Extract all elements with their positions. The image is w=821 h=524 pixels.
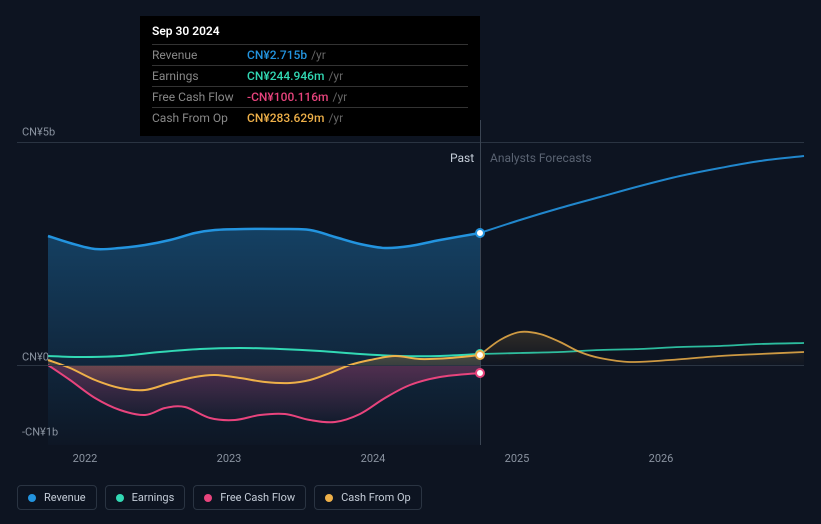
tooltip-value: CN¥244.946m [247, 69, 324, 83]
y-axis-label: -CN¥1b [22, 426, 58, 439]
past-future-divider [480, 120, 481, 445]
chart-legend: Revenue Earnings Free Cash Flow Cash From O… [17, 485, 422, 510]
tooltip-value: -CN¥100.116m [247, 90, 329, 104]
tooltip-row: RevenueCN¥2.715b/yr [152, 44, 468, 65]
y-axis-label: CN¥0 [22, 351, 49, 364]
x-axis-label: 2023 [217, 452, 242, 465]
tooltip-row: EarningsCN¥244.946m/yr [152, 65, 468, 86]
tooltip-row: Free Cash Flow-CN¥100.116m/yr [152, 86, 468, 107]
legend-item-earnings[interactable]: Earnings [105, 485, 186, 510]
tooltip-unit: /yr [311, 48, 326, 62]
tooltip-label: Cash From Op [152, 111, 247, 125]
tooltip-label: Free Cash Flow [152, 90, 247, 104]
tooltip-unit: /yr [328, 111, 343, 125]
legend-label: Free Cash Flow [220, 491, 295, 504]
forecast-label: Analysts Forecasts [490, 151, 592, 165]
tooltip-label: Revenue [152, 48, 247, 62]
legend-item-revenue[interactable]: Revenue [17, 485, 97, 510]
legend-dot [28, 494, 36, 502]
y-axis-label: CN¥5b [22, 126, 55, 139]
x-axis-label: 2024 [361, 452, 386, 465]
x-axis-label: 2025 [505, 452, 530, 465]
marker-revenue [475, 228, 485, 238]
marker-fcf [475, 368, 485, 378]
past-label: Past [450, 151, 474, 165]
tooltip-unit: /yr [333, 90, 348, 104]
tooltip-label: Earnings [152, 69, 247, 83]
grid-line [17, 142, 804, 143]
legend-item-cash-from-op[interactable]: Cash From Op [314, 485, 422, 510]
x-axis-label: 2026 [649, 452, 674, 465]
legend-dot [325, 494, 333, 502]
legend-label: Cash From Op [341, 491, 411, 504]
tooltip-date: Sep 30 2024 [152, 24, 468, 44]
tooltip-unit: /yr [328, 69, 343, 83]
legend-item-free-cash-flow[interactable]: Free Cash Flow [193, 485, 306, 510]
legend-label: Earnings [132, 491, 175, 504]
legend-dot [204, 494, 212, 502]
chart-tooltip: Sep 30 2024 RevenueCN¥2.715b/yrEarningsC… [140, 16, 480, 136]
x-axis-label: 2022 [73, 452, 98, 465]
legend-label: Revenue [44, 491, 86, 504]
tooltip-row: Cash From OpCN¥283.629m/yr [152, 107, 468, 128]
tooltip-value: CN¥283.629m [247, 111, 324, 125]
tooltip-value: CN¥2.715b [247, 48, 307, 62]
grid-line [17, 365, 804, 366]
legend-dot [116, 494, 124, 502]
marker-cashop [475, 350, 485, 360]
